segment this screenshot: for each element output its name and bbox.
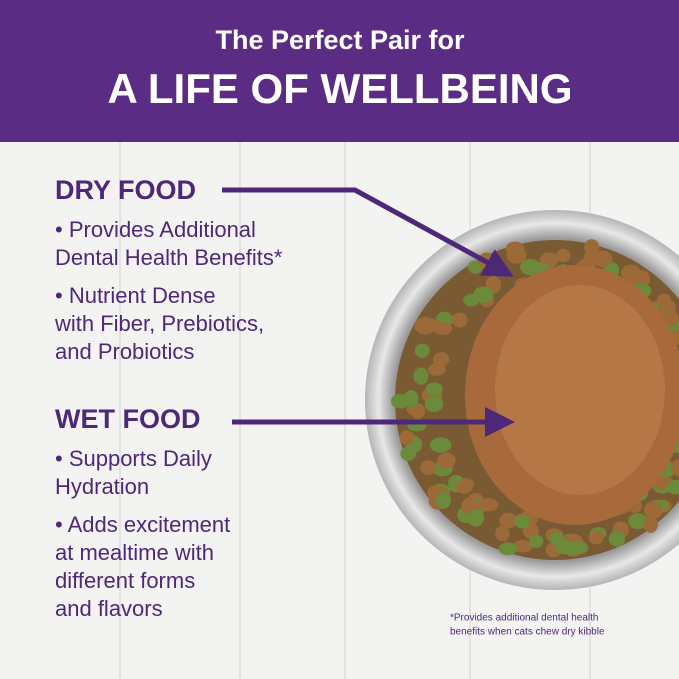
bullet-line: and flavors [55, 596, 163, 621]
bowl [365, 210, 679, 590]
section-title: DRY FOOD [55, 175, 196, 205]
kibble [437, 452, 456, 469]
kibble [429, 437, 452, 453]
kibble [414, 317, 437, 335]
kibble [428, 362, 446, 376]
section-title: WET FOOD [55, 404, 200, 434]
kibble [473, 286, 494, 303]
kibble [413, 367, 429, 385]
header-line2: A LIFE OF WELLBEING [107, 65, 572, 112]
kibble [432, 352, 450, 367]
kibble [588, 530, 604, 545]
kibble [403, 390, 419, 408]
kibble [608, 530, 626, 547]
kibble [549, 531, 565, 545]
bullet-line: and Probiotics [55, 339, 194, 364]
bullet-line: different forms [55, 568, 195, 593]
kibble [643, 515, 659, 533]
header-band [0, 0, 679, 142]
kibble [495, 525, 510, 542]
kibble [414, 343, 430, 359]
dry-arrow [222, 187, 514, 277]
bullet-line: • Supports Daily [55, 446, 212, 471]
kibble [628, 513, 648, 530]
kibble [424, 395, 444, 413]
kibble [620, 264, 641, 281]
kibble [478, 498, 499, 512]
bullet-line: • Nutrient Dense [55, 283, 216, 308]
kibble [665, 480, 679, 495]
kibble [513, 539, 533, 553]
kibble [451, 312, 468, 328]
bullet-line: with Fiber, Prebiotics, [54, 311, 264, 336]
header-line1: The Perfect Pair for [215, 25, 465, 55]
kibble [399, 430, 415, 446]
kibble [411, 403, 426, 419]
bullet-line: Dental Health Benefits* [55, 245, 283, 270]
footnote-line: benefits when cats chew dry kibble [450, 627, 605, 638]
kibble [584, 239, 600, 255]
kibble [420, 460, 437, 475]
kibble [455, 480, 473, 494]
footnote-line: *Provides additional dental health [450, 613, 598, 624]
bullet-line: Hydration [55, 474, 149, 499]
kibble [467, 509, 485, 527]
kibble [592, 250, 613, 267]
kibble [568, 541, 589, 555]
kibble [433, 322, 453, 335]
kibble [670, 458, 679, 477]
bullet-line: • Provides Additional [55, 217, 256, 242]
kibble [435, 491, 452, 509]
kibble [499, 512, 518, 529]
kibble [425, 382, 443, 396]
kibble [643, 501, 663, 519]
kibble [529, 534, 544, 548]
kibble [514, 514, 530, 529]
kibble [555, 248, 571, 263]
kibble [498, 542, 518, 556]
bullet-line: • Adds excitement [55, 512, 230, 537]
bullet-line: at mealtime with [55, 540, 214, 565]
kibble [506, 247, 527, 264]
